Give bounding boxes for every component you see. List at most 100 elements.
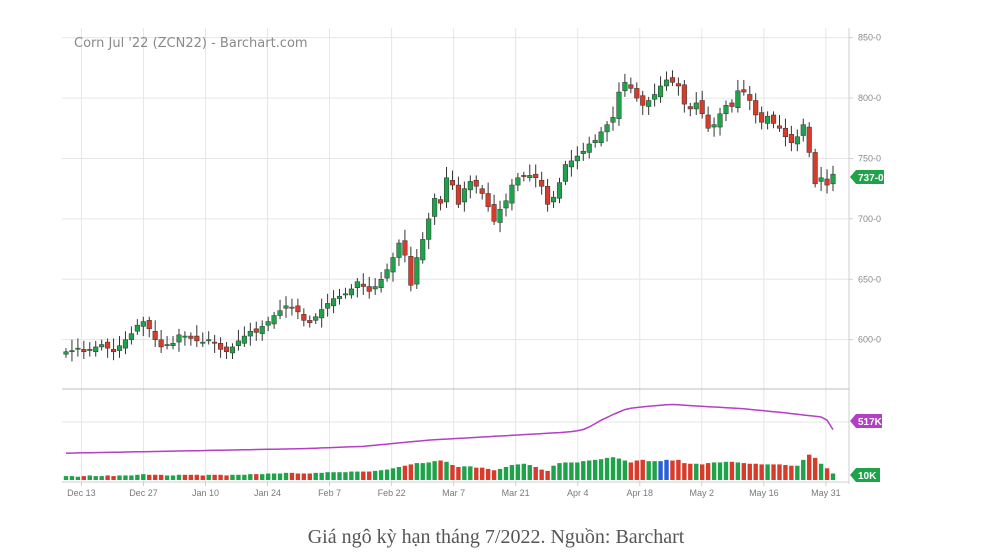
price-axis: 850-0 800-0 750-0 700-0 650-0 600-0 — [849, 33, 881, 345]
candle-body — [788, 134, 794, 144]
volume-bar — [729, 461, 735, 480]
volume-bar — [682, 463, 687, 480]
volume-bar — [462, 466, 467, 480]
volume-bars — [63, 454, 836, 480]
volume-bar — [164, 475, 170, 480]
candle-body — [640, 95, 646, 106]
volume-bar — [432, 461, 437, 480]
candle-body — [206, 339, 212, 342]
candle-body — [521, 175, 527, 177]
candle-body — [533, 173, 539, 179]
candle-body — [265, 321, 271, 326]
candle-body — [259, 326, 265, 334]
candle-body — [146, 320, 152, 330]
date-tick-label: May 31 — [811, 488, 841, 498]
candle-body — [414, 257, 420, 285]
candle-body — [794, 136, 800, 145]
volume-bar — [75, 476, 81, 480]
candle-body — [491, 204, 497, 222]
volume-bar — [194, 474, 200, 480]
volume-bar — [616, 458, 622, 480]
candle-body — [527, 175, 533, 179]
candle-body — [616, 91, 622, 119]
volume-bar — [396, 467, 402, 480]
volume-bar — [426, 462, 431, 480]
date-tick-label: Feb 22 — [378, 488, 406, 498]
volume-bar — [581, 461, 586, 480]
volume-bar — [765, 464, 770, 480]
candle-body — [586, 143, 592, 153]
volume-bar — [141, 474, 146, 480]
candle-body — [313, 316, 319, 321]
volume-bar — [474, 467, 479, 480]
price-tick-label: 700-0 — [858, 214, 881, 224]
volume-bar — [63, 476, 69, 480]
volume-bar — [640, 459, 645, 480]
volume-bar — [539, 469, 544, 480]
date-tick-label: Mar 7 — [442, 488, 465, 498]
volume-bar — [533, 467, 538, 480]
volume-bar — [450, 465, 455, 480]
candle-body — [212, 341, 218, 344]
volume-bar — [390, 468, 396, 480]
volume-bar — [99, 476, 104, 480]
volume-bar — [521, 463, 527, 480]
candle-body — [420, 239, 426, 261]
volume-bar — [801, 459, 806, 480]
volume-bar — [741, 463, 747, 480]
volume-bar — [331, 472, 336, 480]
candle-body — [681, 84, 687, 105]
volume-bar — [503, 467, 509, 480]
volume-bar — [218, 474, 223, 480]
candle-body — [699, 100, 705, 115]
volume-bar — [456, 467, 461, 480]
candle-body — [592, 140, 598, 144]
chart-title: Corn Jul '22 (ZCN22) - Barchart.com — [74, 36, 308, 51]
volume-bar — [747, 463, 752, 480]
volume-bar — [795, 465, 800, 480]
volume-badge: 10K — [850, 468, 880, 482]
volume-bar — [289, 472, 295, 480]
date-tick-label: May 2 — [690, 488, 715, 498]
volume-bar — [652, 461, 657, 480]
volume-bar — [771, 464, 776, 480]
volume-bar — [367, 471, 372, 480]
volume-bar — [753, 463, 758, 480]
volume-bar — [337, 472, 342, 480]
candle-body — [128, 333, 134, 340]
price-tick-label: 850-0 — [858, 33, 881, 43]
volume-bar — [527, 465, 532, 480]
candle-body — [646, 100, 652, 107]
volume-bar — [295, 473, 301, 480]
volume-bar — [646, 461, 651, 480]
date-tick-label: Apr 4 — [567, 488, 589, 498]
candle-body — [99, 344, 105, 348]
candle-body — [515, 177, 521, 186]
candle-body — [705, 114, 711, 129]
open-interest-line — [65, 403, 834, 454]
volume-bar — [557, 463, 562, 480]
candle-body — [443, 177, 450, 203]
candle-body — [551, 196, 557, 203]
volume-bar — [610, 457, 616, 480]
candle-body — [598, 131, 604, 144]
candle-body — [568, 160, 574, 168]
price-tick-label: 750-0 — [858, 153, 881, 163]
volume-bar — [676, 459, 681, 480]
volume-bar — [384, 469, 390, 480]
date-tick-label: Jan 10 — [192, 488, 219, 498]
volume-bar — [598, 459, 604, 480]
volume-bar — [402, 465, 408, 480]
candle-body — [806, 126, 812, 153]
volume-bar — [271, 473, 277, 480]
volume-bar — [468, 466, 473, 480]
candle-body — [503, 200, 509, 209]
candle-body — [152, 330, 158, 340]
volume-bar — [81, 476, 87, 480]
candle-body — [741, 89, 747, 93]
volume-bar — [485, 468, 491, 480]
volume-label: 10K — [858, 471, 877, 482]
volume-bar — [699, 464, 705, 480]
candle-body — [622, 82, 628, 92]
volume-bar — [444, 461, 449, 480]
